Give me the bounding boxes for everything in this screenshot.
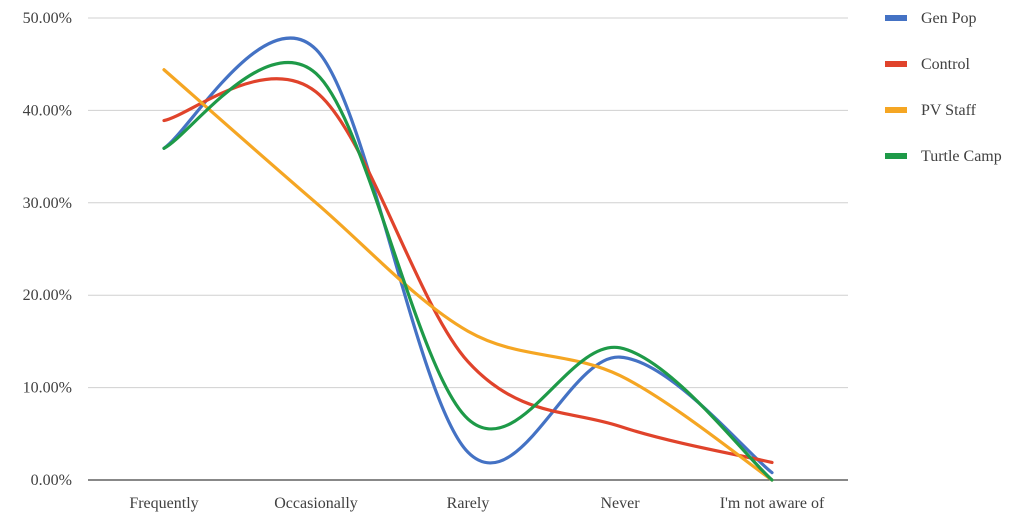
x-tick-label: Frequently	[129, 495, 198, 512]
legend-swatch	[885, 107, 907, 113]
x-tick-label: Rarely	[447, 495, 490, 512]
y-tick-label: 40.00%	[23, 102, 72, 119]
y-tick-label: 50.00%	[23, 10, 72, 27]
legend-label: Gen Pop	[921, 10, 977, 27]
legend-swatch	[885, 15, 907, 21]
y-axis-tick-labels: 0.00% 10.00% 20.00% 30.00% 40.00% 50.00%	[23, 10, 72, 489]
series-line-gen-pop	[162, 36, 774, 475]
legend-label: PV Staff	[921, 102, 977, 119]
legend-swatch	[885, 61, 907, 67]
series-line-turtle-camp	[162, 60, 774, 482]
series-line-pv-staff	[162, 68, 774, 482]
series-line-control	[162, 77, 774, 465]
x-tick-label: I'm not aware of	[720, 495, 825, 512]
series-lines	[162, 36, 774, 482]
y-tick-label: 0.00%	[31, 472, 72, 489]
y-tick-label: 10.00%	[23, 380, 72, 397]
legend-label: Control	[921, 56, 970, 73]
y-tick-label: 20.00%	[23, 287, 72, 304]
y-tick-label: 30.00%	[23, 195, 72, 212]
x-tick-label: Never	[600, 495, 640, 512]
legend: Gen Pop Control PV Staff Turtle Camp	[885, 10, 1002, 165]
x-axis-tick-labels: Frequently Occasionally Rarely Never I'm not…	[129, 495, 825, 512]
legend-label: Turtle Camp	[921, 148, 1002, 165]
x-tick-label: Occasionally	[274, 495, 358, 512]
gridlines	[88, 17, 848, 481]
legend-swatch	[885, 153, 907, 159]
